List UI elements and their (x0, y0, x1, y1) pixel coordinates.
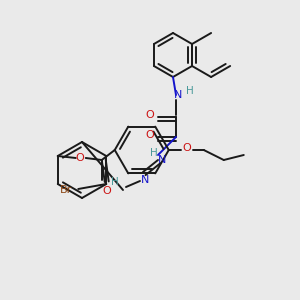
Text: N: N (141, 175, 149, 185)
Text: O: O (75, 153, 84, 163)
Text: O: O (182, 143, 191, 153)
Text: O: O (146, 130, 154, 140)
Text: O: O (146, 110, 154, 120)
Text: N: N (174, 90, 182, 100)
Text: N: N (158, 155, 166, 165)
Text: H: H (150, 148, 158, 158)
Text: H: H (111, 177, 119, 187)
Text: O: O (102, 186, 111, 196)
Text: H: H (186, 86, 194, 96)
Text: Br: Br (60, 185, 72, 195)
